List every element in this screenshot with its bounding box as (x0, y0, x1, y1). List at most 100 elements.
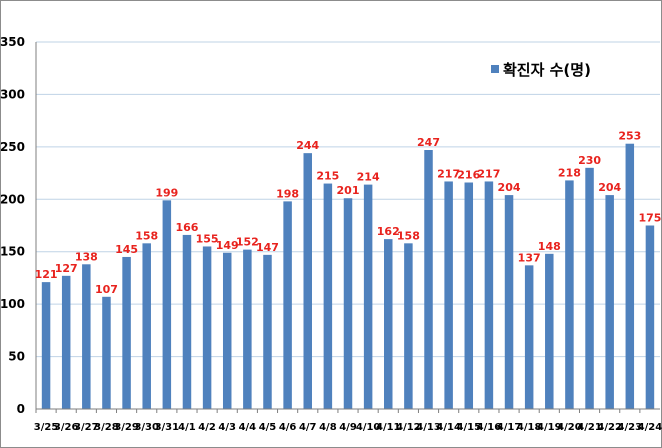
data-label: 166 (175, 221, 198, 234)
legend-swatch (491, 65, 499, 73)
data-label: 201 (337, 184, 360, 197)
x-tick-label: 4/6 (279, 422, 297, 433)
data-label: 218 (558, 166, 581, 179)
x-tick-label: 4/18 (517, 422, 542, 433)
x-tick-label: 4/10 (356, 422, 381, 433)
y-tick-label: 350 (0, 35, 25, 49)
bar (82, 264, 91, 409)
x-tick-label: 4/9 (339, 422, 357, 433)
data-label: 145 (115, 243, 138, 256)
x-tick-label: 4/24 (638, 422, 662, 433)
bars (41, 143, 655, 409)
data-label: 148 (538, 240, 561, 253)
y-tick-label: 250 (0, 140, 25, 154)
data-label: 216 (457, 169, 480, 182)
data-label: 137 (518, 251, 541, 264)
x-tick-label: 4/5 (259, 422, 277, 433)
bar (504, 195, 514, 409)
bar (464, 182, 474, 409)
bar (545, 253, 554, 409)
x-tick-label: 4/14 (436, 422, 461, 433)
data-label: 147 (256, 241, 279, 254)
data-label: 158 (397, 229, 420, 242)
bar (625, 143, 635, 409)
bar (142, 243, 151, 409)
data-label: 198 (276, 187, 299, 200)
x-tick-label: 4/21 (577, 422, 602, 433)
bar (202, 246, 212, 409)
x-tick-label: 3/27 (74, 422, 99, 433)
x-tick-label: 4/11 (376, 422, 401, 433)
bar (645, 225, 655, 409)
x-tick-label: 4/23 (618, 422, 643, 433)
bar (323, 183, 333, 409)
x-tick-label: 4/13 (416, 422, 441, 433)
x-tick-label: 3/28 (94, 422, 119, 433)
bar (222, 252, 232, 409)
data-label: 199 (155, 186, 178, 199)
bar (283, 201, 292, 409)
legend-label: 확진자 수(명) (503, 61, 591, 79)
data-label: 214 (357, 171, 380, 184)
x-tick-label: 4/19 (537, 422, 562, 433)
data-label: 217 (477, 167, 500, 180)
x-tick-label: 3/25 (34, 422, 59, 433)
bar (424, 150, 433, 409)
x-tick-label: 4/20 (557, 422, 582, 433)
bar (343, 198, 353, 409)
bar (565, 180, 574, 409)
data-label: 230 (578, 154, 601, 167)
bar (122, 256, 131, 409)
gridlines (36, 41, 660, 358)
data-label: 107 (95, 283, 118, 296)
legend: 확진자 수(명) (491, 61, 591, 79)
y-tick-label: 50 (8, 350, 25, 364)
data-label: 253 (618, 130, 641, 143)
data-labels: 1211271381071451581991661551491521471982… (35, 130, 662, 296)
data-label: 121 (35, 268, 58, 281)
data-label: 152 (236, 236, 259, 249)
y-tick-label: 300 (0, 87, 25, 101)
bar (444, 181, 453, 409)
data-label: 204 (498, 181, 521, 194)
x-tick-label: 3/29 (114, 422, 139, 433)
y-tick-label: 0 (17, 402, 25, 416)
x-tick-label: 3/31 (155, 422, 180, 433)
bar (263, 254, 272, 409)
x-tick-label: 4/4 (239, 422, 257, 433)
x-tick-label: 4/2 (198, 422, 216, 433)
x-tick-label: 4/22 (597, 422, 622, 433)
y-tick-label: 100 (0, 297, 25, 311)
bar (484, 181, 494, 409)
y-tick-label: 200 (0, 192, 25, 206)
x-tick-label: 3/30 (134, 422, 159, 433)
bar (363, 184, 373, 409)
x-tick-label: 4/8 (319, 422, 337, 433)
data-label: 149 (216, 239, 239, 252)
data-label: 204 (598, 181, 621, 194)
bar (303, 153, 312, 409)
data-label: 127 (55, 262, 78, 275)
x-tick-label: 4/3 (218, 422, 236, 433)
bar (605, 195, 614, 409)
bar (585, 167, 594, 409)
x-tick-label: 4/12 (396, 422, 421, 433)
bar (243, 249, 252, 409)
data-label: 175 (638, 212, 661, 225)
x-tick-label: 4/7 (299, 422, 317, 433)
data-label: 162 (377, 225, 400, 238)
bar (162, 200, 172, 409)
x-tick-label: 4/15 (457, 422, 482, 433)
x-tick-label: 4/16 (477, 422, 502, 433)
y-axis: 0 50 100 150 200 250 300 350 (0, 35, 37, 416)
data-label: 247 (417, 136, 440, 149)
data-label: 215 (316, 170, 339, 183)
x-tick-label: 3/26 (54, 422, 79, 433)
data-label: 138 (75, 250, 98, 263)
bar (404, 243, 413, 409)
bar (41, 282, 51, 409)
data-label: 158 (135, 229, 158, 242)
data-label: 244 (296, 139, 319, 152)
bar (102, 296, 111, 409)
